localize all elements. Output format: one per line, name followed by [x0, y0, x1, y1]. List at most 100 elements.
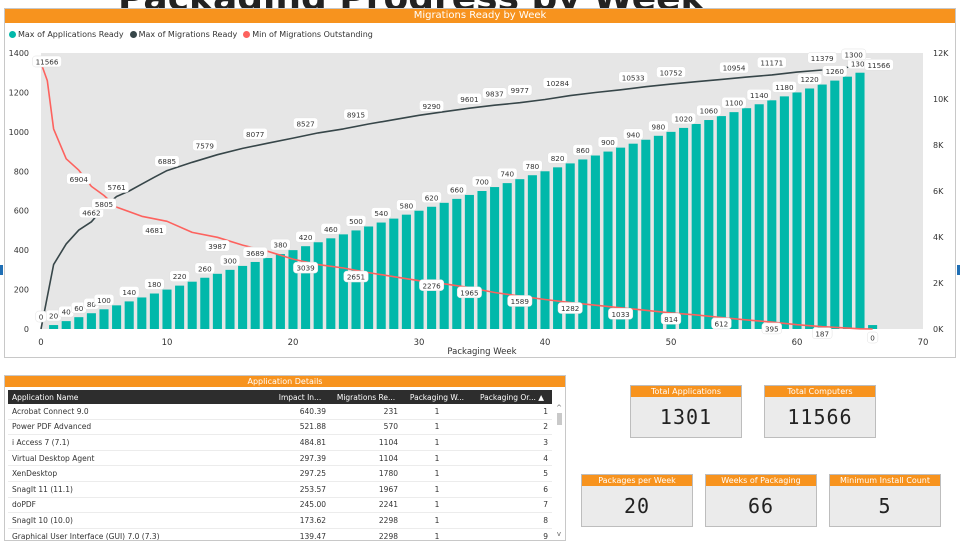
migrations-chart-panel: 2040608010014018022026030034038042046050… [4, 8, 956, 358]
table-row[interactable]: i Access 7 (7.1) 484.81 1104 1 3 [8, 434, 552, 451]
table-scrollbar[interactable]: ^ v [555, 404, 563, 538]
table-row[interactable]: XenDesktop 297.25 1780 1 5 [8, 465, 552, 482]
y-right-tick-label: 4K [933, 233, 944, 242]
migrations-ready-data-label-box [242, 127, 268, 140]
table-row[interactable]: doPDF 245.00 2241 1 7 [8, 497, 552, 514]
applications-bar [326, 238, 336, 329]
migrations-ready-data-label-box [507, 84, 533, 96]
migrations-outstanding-data-label: 1965 [460, 288, 478, 297]
legend-item-migrations[interactable]: Max of Migrations Ready [129, 30, 237, 39]
scroll-down-icon[interactable]: v [556, 530, 562, 538]
x-tick-label: 70 [918, 338, 929, 348]
x-tick-label: 20 [288, 338, 299, 348]
applications-bar [250, 261, 260, 329]
applications-data-label-box [547, 152, 568, 164]
applications-bar [225, 269, 235, 329]
migrations-ready-data-label: 10284 [546, 79, 569, 88]
cell-impact: 521.88 [270, 419, 330, 436]
migrations-outstanding-data-label-box [141, 224, 167, 236]
migrations-ready-data-label-box [104, 181, 130, 193]
y-right-tick-label: 2K [933, 279, 944, 288]
migrations-ready-line [40, 64, 861, 330]
cell-migrations-ready: 2298 [330, 512, 402, 529]
applications-bar [855, 72, 865, 329]
applications-bar [338, 234, 348, 329]
y-right-tick-label: 8K [933, 141, 944, 150]
migrations-outstanding-data-label: 1282 [561, 304, 579, 313]
migrations-outstanding-data-label-box [867, 331, 879, 344]
column-header-packaging-order[interactable]: Packaging Or... ▲ [472, 390, 552, 404]
migrations-outstanding-data-label: 1033 [611, 310, 629, 319]
kpi-packages-per-week-value: 20 [623, 494, 651, 518]
legend-label-outstanding: Min of Migrations Outstanding [252, 30, 373, 39]
applications-bar [137, 297, 147, 329]
table-row[interactable]: Power PDF Advanced 521.88 570 1 2 [8, 419, 552, 436]
cell-packaging-week: 1 [402, 497, 472, 514]
applications-bar [641, 139, 651, 329]
applications-bar [590, 155, 600, 329]
y-right-tick-label: 0K [933, 325, 944, 334]
table-row[interactable]: Graphical User Interface (GUI) 7.0 (7.3)… [8, 528, 552, 540]
cell-impact: 139.47 [270, 528, 330, 540]
applications-data-label: 20 [49, 312, 59, 321]
right-edge-marker [957, 265, 960, 275]
table-row[interactable]: SnagIt 10 (10.0) 173.62 2298 1 8 [8, 512, 552, 529]
cell-impact: 484.81 [270, 434, 330, 451]
applications-data-label: 1260 [826, 67, 845, 76]
applications-data-label: 1300 [851, 59, 870, 68]
cell-packaging-week: 1 [402, 512, 472, 529]
cell-packaging-order: 5 [472, 465, 552, 482]
kpi-minimum-install-count-title: Minimum Install Count [830, 475, 940, 486]
kpi-weeks-of-packaging: Weeks of Packaging 66 [705, 474, 817, 527]
migrations-ready-data-label: 10533 [622, 73, 645, 82]
y-right-tick-label: 6K [933, 187, 944, 196]
applications-data-label: 380 [274, 241, 288, 250]
x-tick-label: 30 [414, 338, 425, 348]
table-row[interactable]: Acrobat Connect 9.0 640.39 231 1 1 [8, 404, 552, 420]
cell-impact: 245.00 [270, 497, 330, 514]
migrations-ready-data-label: 8077 [246, 130, 264, 139]
cell-packaging-week: 1 [402, 481, 472, 498]
scroll-thumb[interactable] [556, 413, 562, 425]
migrations-outstanding-data-label: 2276 [422, 281, 441, 290]
kpi-total-applications: Total Applications 1301 [630, 385, 742, 438]
column-header-migrations-ready[interactable]: Migrations Re... [330, 390, 402, 404]
migrations-outstanding-data-label: 6904 [70, 175, 89, 184]
cell-migrations-ready: 2298 [330, 528, 402, 540]
table-row[interactable]: SnagIt 11 (11.1) 253.57 1967 1 6 [8, 481, 552, 498]
migrations-ready-data-label-box [542, 77, 573, 89]
applications-bar [313, 242, 323, 329]
applications-data-label-box [421, 191, 442, 204]
applications-data-label: 900 [601, 138, 615, 147]
applications-data-label-box [320, 223, 341, 235]
x-tick-label: 60 [792, 338, 803, 348]
column-header-impact[interactable]: Impact In... [270, 390, 330, 404]
kpi-weeks-of-packaging-value: 66 [747, 494, 775, 518]
extra-data-label-box [841, 48, 867, 61]
migrations-outstanding-data-label-box [711, 317, 732, 330]
scroll-up-icon[interactable]: ^ [556, 404, 562, 412]
migrations-ready-data-label-box [719, 61, 749, 74]
legend-dot-migrations [129, 31, 137, 38]
applications-data-label-box [497, 167, 518, 180]
legend-item-applications[interactable]: Max of Applications Ready [9, 30, 124, 39]
cell-migrations-ready: 1780 [330, 465, 402, 482]
migrations-outstanding-data-label-box [557, 302, 583, 314]
cell-packaging-week: 1 [402, 528, 472, 540]
applications-bar [716, 116, 726, 329]
cell-migrations-ready: 1967 [330, 481, 402, 498]
applications-bar [124, 301, 134, 329]
table-row[interactable]: Virtual Desktop Agent 297.39 1104 1 4 [8, 450, 552, 467]
applications-data-label: 700 [475, 178, 489, 187]
applications-data-label-box [648, 120, 669, 133]
cell-impact: 297.25 [270, 465, 330, 482]
applications-bar [817, 84, 827, 330]
migrations-ready-data-label-box [192, 139, 218, 151]
legend-item-outstanding[interactable]: Min of Migrations Outstanding [243, 30, 373, 39]
migrations-chart: 2040608010014018022026030034038042046050… [9, 48, 949, 357]
column-header-packaging-week[interactable]: Packaging W... [402, 390, 472, 404]
column-header-application-name[interactable]: Application Name [8, 390, 270, 404]
migrations-ready-data-label: 6885 [158, 157, 176, 166]
migrations-ready-data-label: 8527 [296, 119, 314, 128]
cell-impact: 297.39 [270, 450, 330, 467]
